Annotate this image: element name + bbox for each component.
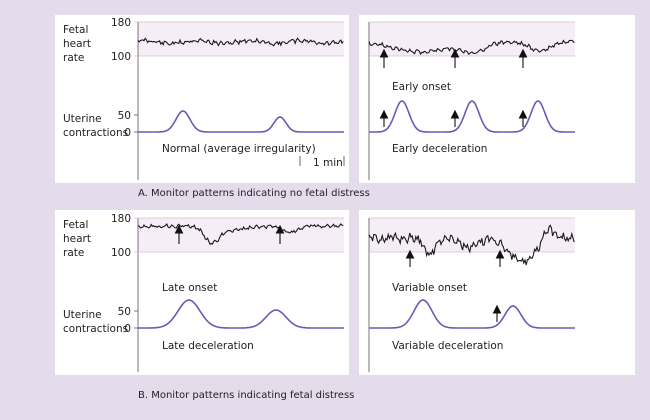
normal-contraction-curve	[138, 110, 344, 133]
early-uc-arrow	[379, 109, 389, 127]
normal-caption: Normal (average irregularity)	[162, 143, 316, 155]
uc-0-label-b: 0	[124, 323, 131, 335]
early-uc-arrow	[450, 109, 460, 127]
variable-fhr-arrow	[495, 249, 505, 267]
contractions-label-b: contractions	[63, 323, 128, 335]
early-fhr-trace	[368, 39, 575, 56]
late-fhr-arrow	[275, 224, 285, 244]
fhr-100-tick-b: 100	[111, 247, 131, 259]
fhr-180-tick-a: 180	[111, 17, 131, 29]
variable-onset-label: Variable onset	[392, 282, 467, 294]
heart-label-a: heart	[63, 38, 91, 50]
section-b-caption: B. Monitor patterns indicating fetal dis…	[138, 390, 354, 401]
uterine-label-b: Uterine	[63, 309, 102, 321]
late-contraction-curve	[138, 299, 344, 329]
late-fhr-arrow	[174, 224, 184, 244]
rate-label-b: rate	[63, 247, 84, 259]
variable-caption: Variable deceleration	[392, 340, 503, 352]
heart-label-b: heart	[63, 233, 91, 245]
early-uc-arrow	[518, 109, 528, 127]
fhr-100-tick-a: 100	[111, 51, 131, 63]
variable-contraction-curve	[369, 299, 575, 329]
section-a-caption: A. Monitor patterns indicating no fetal …	[138, 188, 370, 199]
variable-uc-arrow	[492, 304, 502, 322]
fetal-label-a: Fetal	[63, 24, 88, 36]
variable-fhr-arrow	[405, 249, 415, 267]
late-onset-label: Late onset	[162, 282, 217, 294]
scale-label: 1 min	[313, 157, 343, 169]
uc-0-label-a: 0	[124, 127, 131, 139]
early-fhr-arrow	[518, 48, 528, 68]
normal-fhr-trace	[137, 37, 344, 47]
early-caption: Early deceleration	[392, 143, 487, 155]
uterine-label-a: Uterine	[63, 113, 102, 125]
uc-50-label-b: 50	[118, 306, 131, 318]
onset-arrows	[174, 48, 528, 322]
variable-fhr-trace	[368, 224, 575, 266]
late-fhr-trace	[137, 222, 344, 246]
contractions-label-a: contractions	[63, 127, 128, 139]
early-fhr-arrow	[450, 48, 460, 68]
early-contraction-curve	[369, 100, 575, 133]
uc-50-label-a: 50	[118, 110, 131, 122]
normal-fhr-band	[138, 22, 344, 56]
rate-label-a: rate	[63, 52, 84, 64]
early-fhr-arrow	[379, 48, 389, 68]
late-caption: Late deceleration	[162, 340, 254, 352]
fetal-label-b: Fetal	[63, 219, 88, 231]
early-onset-label: Early onset	[392, 81, 451, 93]
late-fhr-band	[138, 218, 344, 252]
fhr-180-tick-b: 180	[111, 213, 131, 225]
